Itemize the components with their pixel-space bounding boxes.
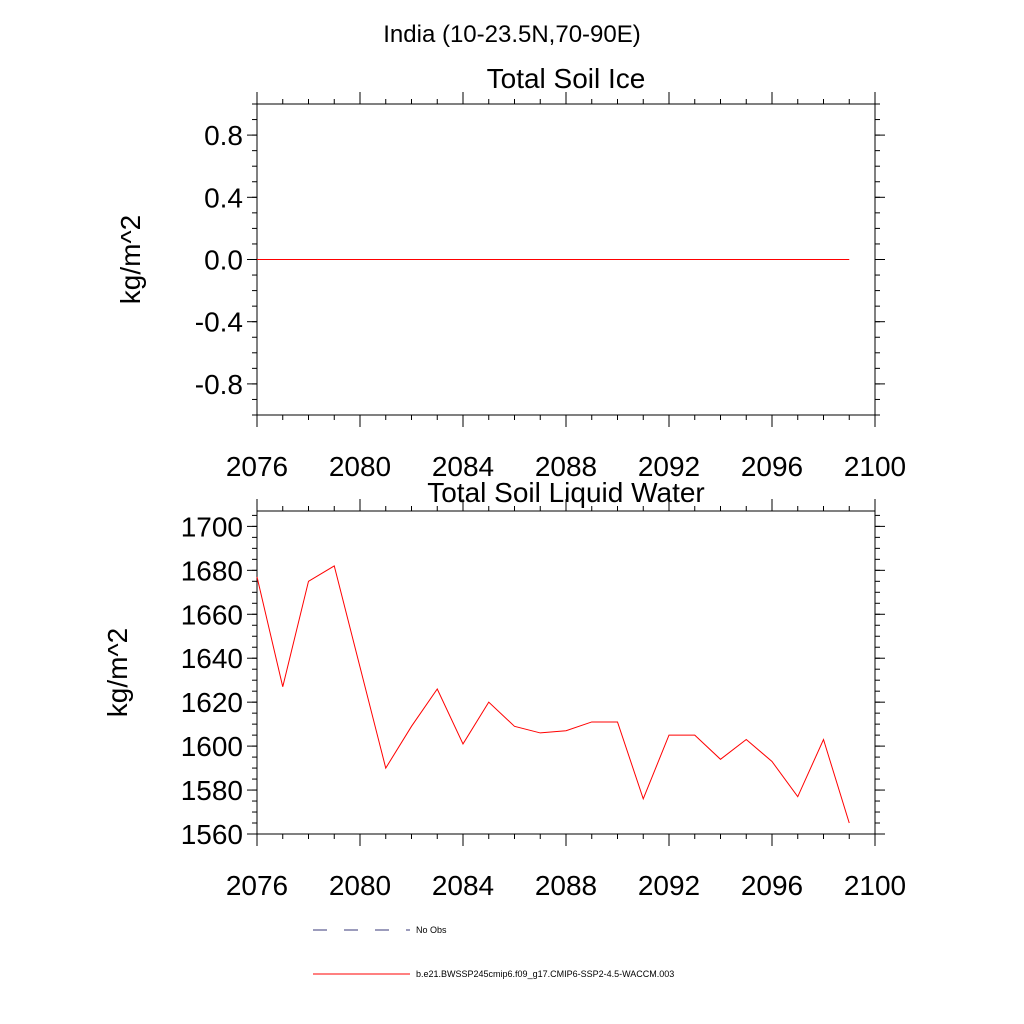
y-tick-label: -0.4 <box>195 307 243 338</box>
x-tick-label: 2076 <box>226 870 288 901</box>
x-tick-label: 2100 <box>844 870 906 901</box>
panel-total-soil-liquid-water: Total Soil Liquid Water15601580160016201… <box>102 477 906 901</box>
y-tick-label: -0.8 <box>195 369 243 400</box>
y-tick-label: 1700 <box>181 511 243 542</box>
y-tick-label: 0.0 <box>204 245 243 276</box>
y-tick-label: 1620 <box>181 687 243 718</box>
x-tick-label: 2088 <box>535 451 597 482</box>
y-tick-label: 1580 <box>181 775 243 806</box>
x-tick-label: 2080 <box>329 451 391 482</box>
figure-suptitle: India (10-23.5N,70-90E) <box>383 21 640 48</box>
legend: No Obs b.e21.BWSSP245cmip6.f09_g17.CMIP6… <box>313 925 674 979</box>
x-tick-label: 2092 <box>638 451 700 482</box>
x-tick-label: 2080 <box>329 870 391 901</box>
chart-title: Total Soil Ice <box>487 63 646 94</box>
legend-label-no-obs: No Obs <box>416 925 447 935</box>
y-tick-label: 0.4 <box>204 182 243 213</box>
y-axis-label: kg/m^2 <box>115 215 146 304</box>
x-tick-label: 2096 <box>741 870 803 901</box>
x-tick-label: 2088 <box>535 870 597 901</box>
y-tick-label: 1560 <box>181 819 243 850</box>
x-tick-label: 2084 <box>432 870 494 901</box>
plot-frame <box>256 510 876 835</box>
x-tick-label: 2092 <box>638 870 700 901</box>
y-axis-label: kg/m^2 <box>102 628 133 717</box>
series-line <box>256 565 850 824</box>
x-tick-label: 2096 <box>741 451 803 482</box>
panel-total-soil-ice: Total Soil Ice -0.8 -0.4 0.0 0.4 0.8 2076 2080 2… <box>115 63 906 482</box>
y-tick-label: 0.8 <box>204 120 243 151</box>
x-tick-label: 2084 <box>432 451 494 482</box>
y-tick-label: 1600 <box>181 731 243 762</box>
y-tick-label: 1680 <box>181 555 243 586</box>
y-tick-label: 1660 <box>181 599 243 630</box>
y-tick-label: 1640 <box>181 643 243 674</box>
x-tick-label: 2100 <box>844 451 906 482</box>
x-tick-label: 2076 <box>226 451 288 482</box>
legend-label-series: b.e21.BWSSP245cmip6.f09_g17.CMIP6-SSP2-4… <box>416 969 674 979</box>
